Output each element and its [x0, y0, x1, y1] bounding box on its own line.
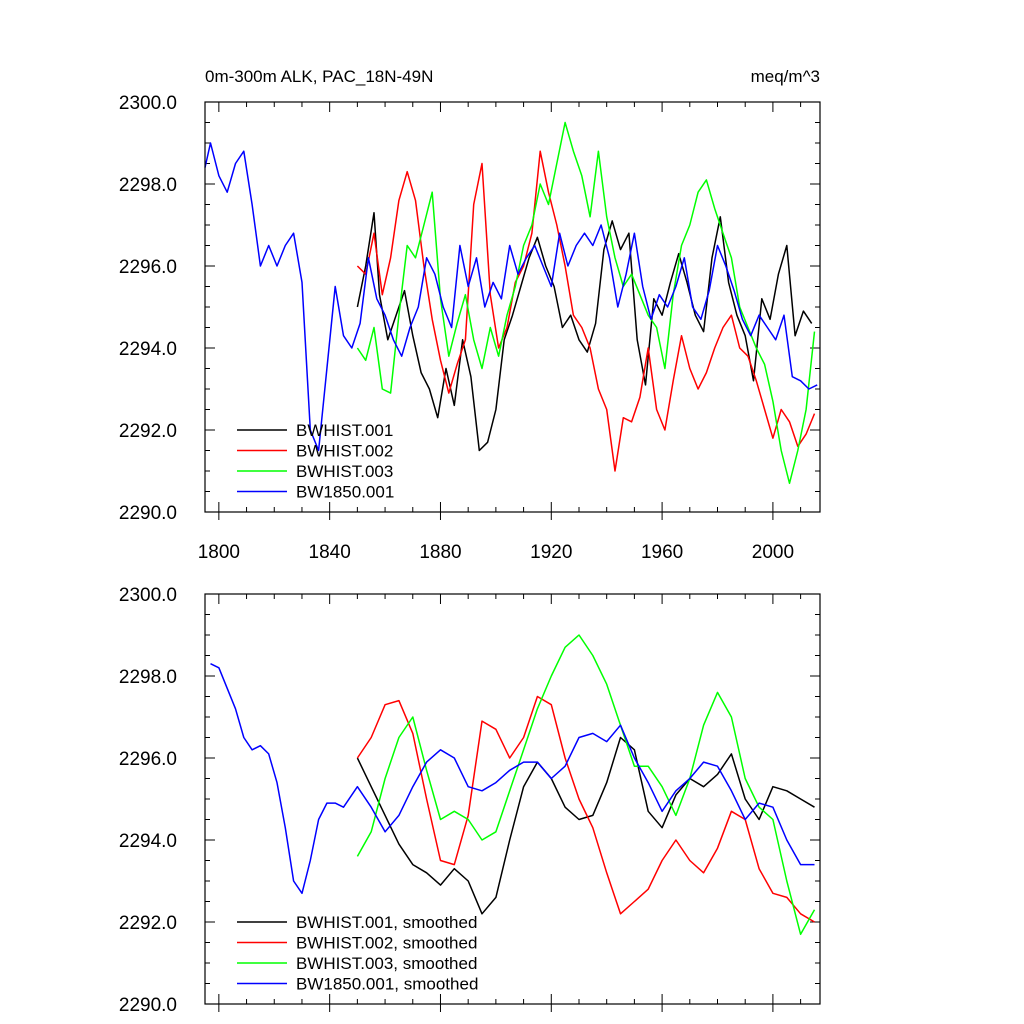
chart-title-left: 0m-300m ALK, PAC_18N-49N — [205, 67, 433, 86]
legend-label: BWHIST.003 — [296, 462, 393, 481]
series-line-2 — [356, 150, 816, 472]
series-line-3 — [356, 634, 816, 936]
chart-title-right: meq/m^3 — [751, 67, 820, 86]
x-tick-label: 1840 — [309, 542, 351, 563]
series-line-1 — [356, 211, 813, 452]
y-tick-label: 2296.0 — [119, 257, 177, 278]
legend: BWHIST.001, smoothed BWHIST.002, smoothed… — [237, 913, 478, 994]
panel-raw: 0m-300m ALK, PAC_18N-49N meq/m^3 2290.02… — [119, 67, 821, 563]
series-line-3 — [356, 121, 816, 485]
series-line-1 — [356, 736, 815, 915]
y-tick-label: 2290.0 — [119, 995, 177, 1016]
panel-smoothed: 2290.0 2292.0 2294.0 2296.0 2298.0 2300.0 BWH… — [119, 585, 821, 1016]
series-line-4 — [210, 663, 815, 895]
x-tick-label: 1920 — [530, 542, 572, 563]
legend-label: BW1850.001 — [296, 483, 394, 502]
y-tick-label: 2300.0 — [119, 585, 177, 606]
y-tick-label: 2300.0 — [119, 93, 177, 114]
x-tick-label: 1800 — [198, 542, 240, 563]
plot-frame — [204, 101, 821, 513]
y-tick-label: 2290.0 — [119, 503, 177, 524]
y-tick-label: 2294.0 — [119, 831, 177, 852]
y-tick-label: 2292.0 — [119, 421, 177, 442]
series-line-4 — [204, 142, 818, 452]
legend-label: BWHIST.003, smoothed — [296, 954, 477, 973]
y-tick-label: 2296.0 — [119, 749, 177, 770]
x-tick-label: 1960 — [641, 542, 683, 563]
x-tick-label: 1880 — [419, 542, 461, 563]
y-tick-label: 2298.0 — [119, 667, 177, 688]
legend-label: BW1850.001, smoothed — [296, 975, 478, 994]
legend-label: BWHIST.001 — [296, 421, 393, 440]
legend-label: BWHIST.001, smoothed — [296, 913, 477, 932]
legend-label: BWHIST.002 — [296, 442, 393, 461]
legend-label: BWHIST.002, smoothed — [296, 934, 477, 953]
y-tick-label: 2298.0 — [119, 175, 177, 196]
tick-group: 2290.0 2292.0 2294.0 2296.0 2298.0 2300.0 1800… — [119, 93, 820, 563]
y-tick-label: 2292.0 — [119, 913, 177, 934]
series-group — [210, 634, 816, 936]
y-tick-label: 2294.0 — [119, 339, 177, 360]
series-group — [204, 121, 818, 485]
tick-group: 2290.0 2292.0 2294.0 2296.0 2298.0 2300.0 — [119, 585, 820, 1016]
series-line-2 — [356, 695, 815, 923]
plot-frame — [204, 593, 821, 1005]
x-tick-label: 2000 — [752, 542, 794, 563]
